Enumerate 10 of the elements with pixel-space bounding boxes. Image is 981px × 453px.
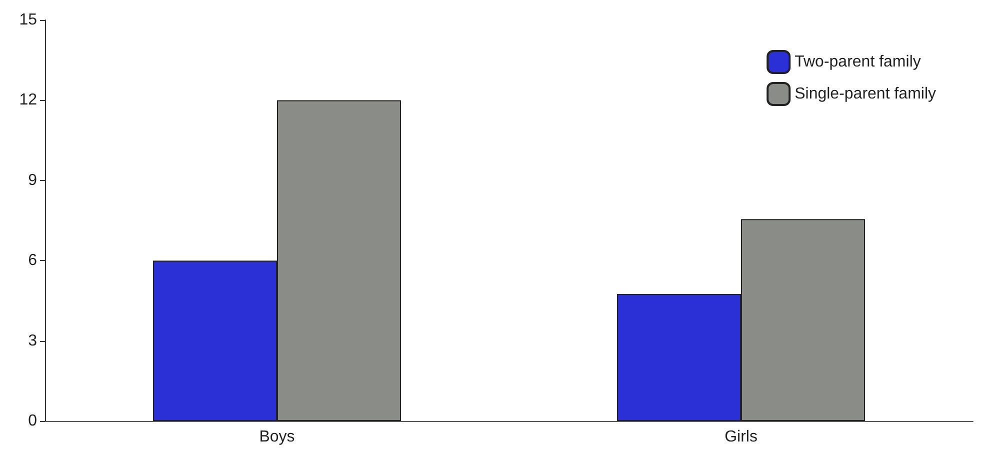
y-tick-label: 15	[19, 12, 38, 28]
x-tick-label: Boys	[259, 428, 295, 446]
x-tick-label: Girls	[724, 428, 758, 446]
y-tick-label: 12	[19, 92, 38, 109]
y-tick-label: 0	[28, 412, 38, 430]
y-tick-label: 3	[28, 332, 38, 350]
legend-label: Two-parent family	[794, 54, 921, 70]
y-tick-label: 6	[28, 252, 38, 270]
y-tick-label: 9	[28, 172, 38, 189]
legend-label: Single-parent family	[794, 86, 936, 102]
